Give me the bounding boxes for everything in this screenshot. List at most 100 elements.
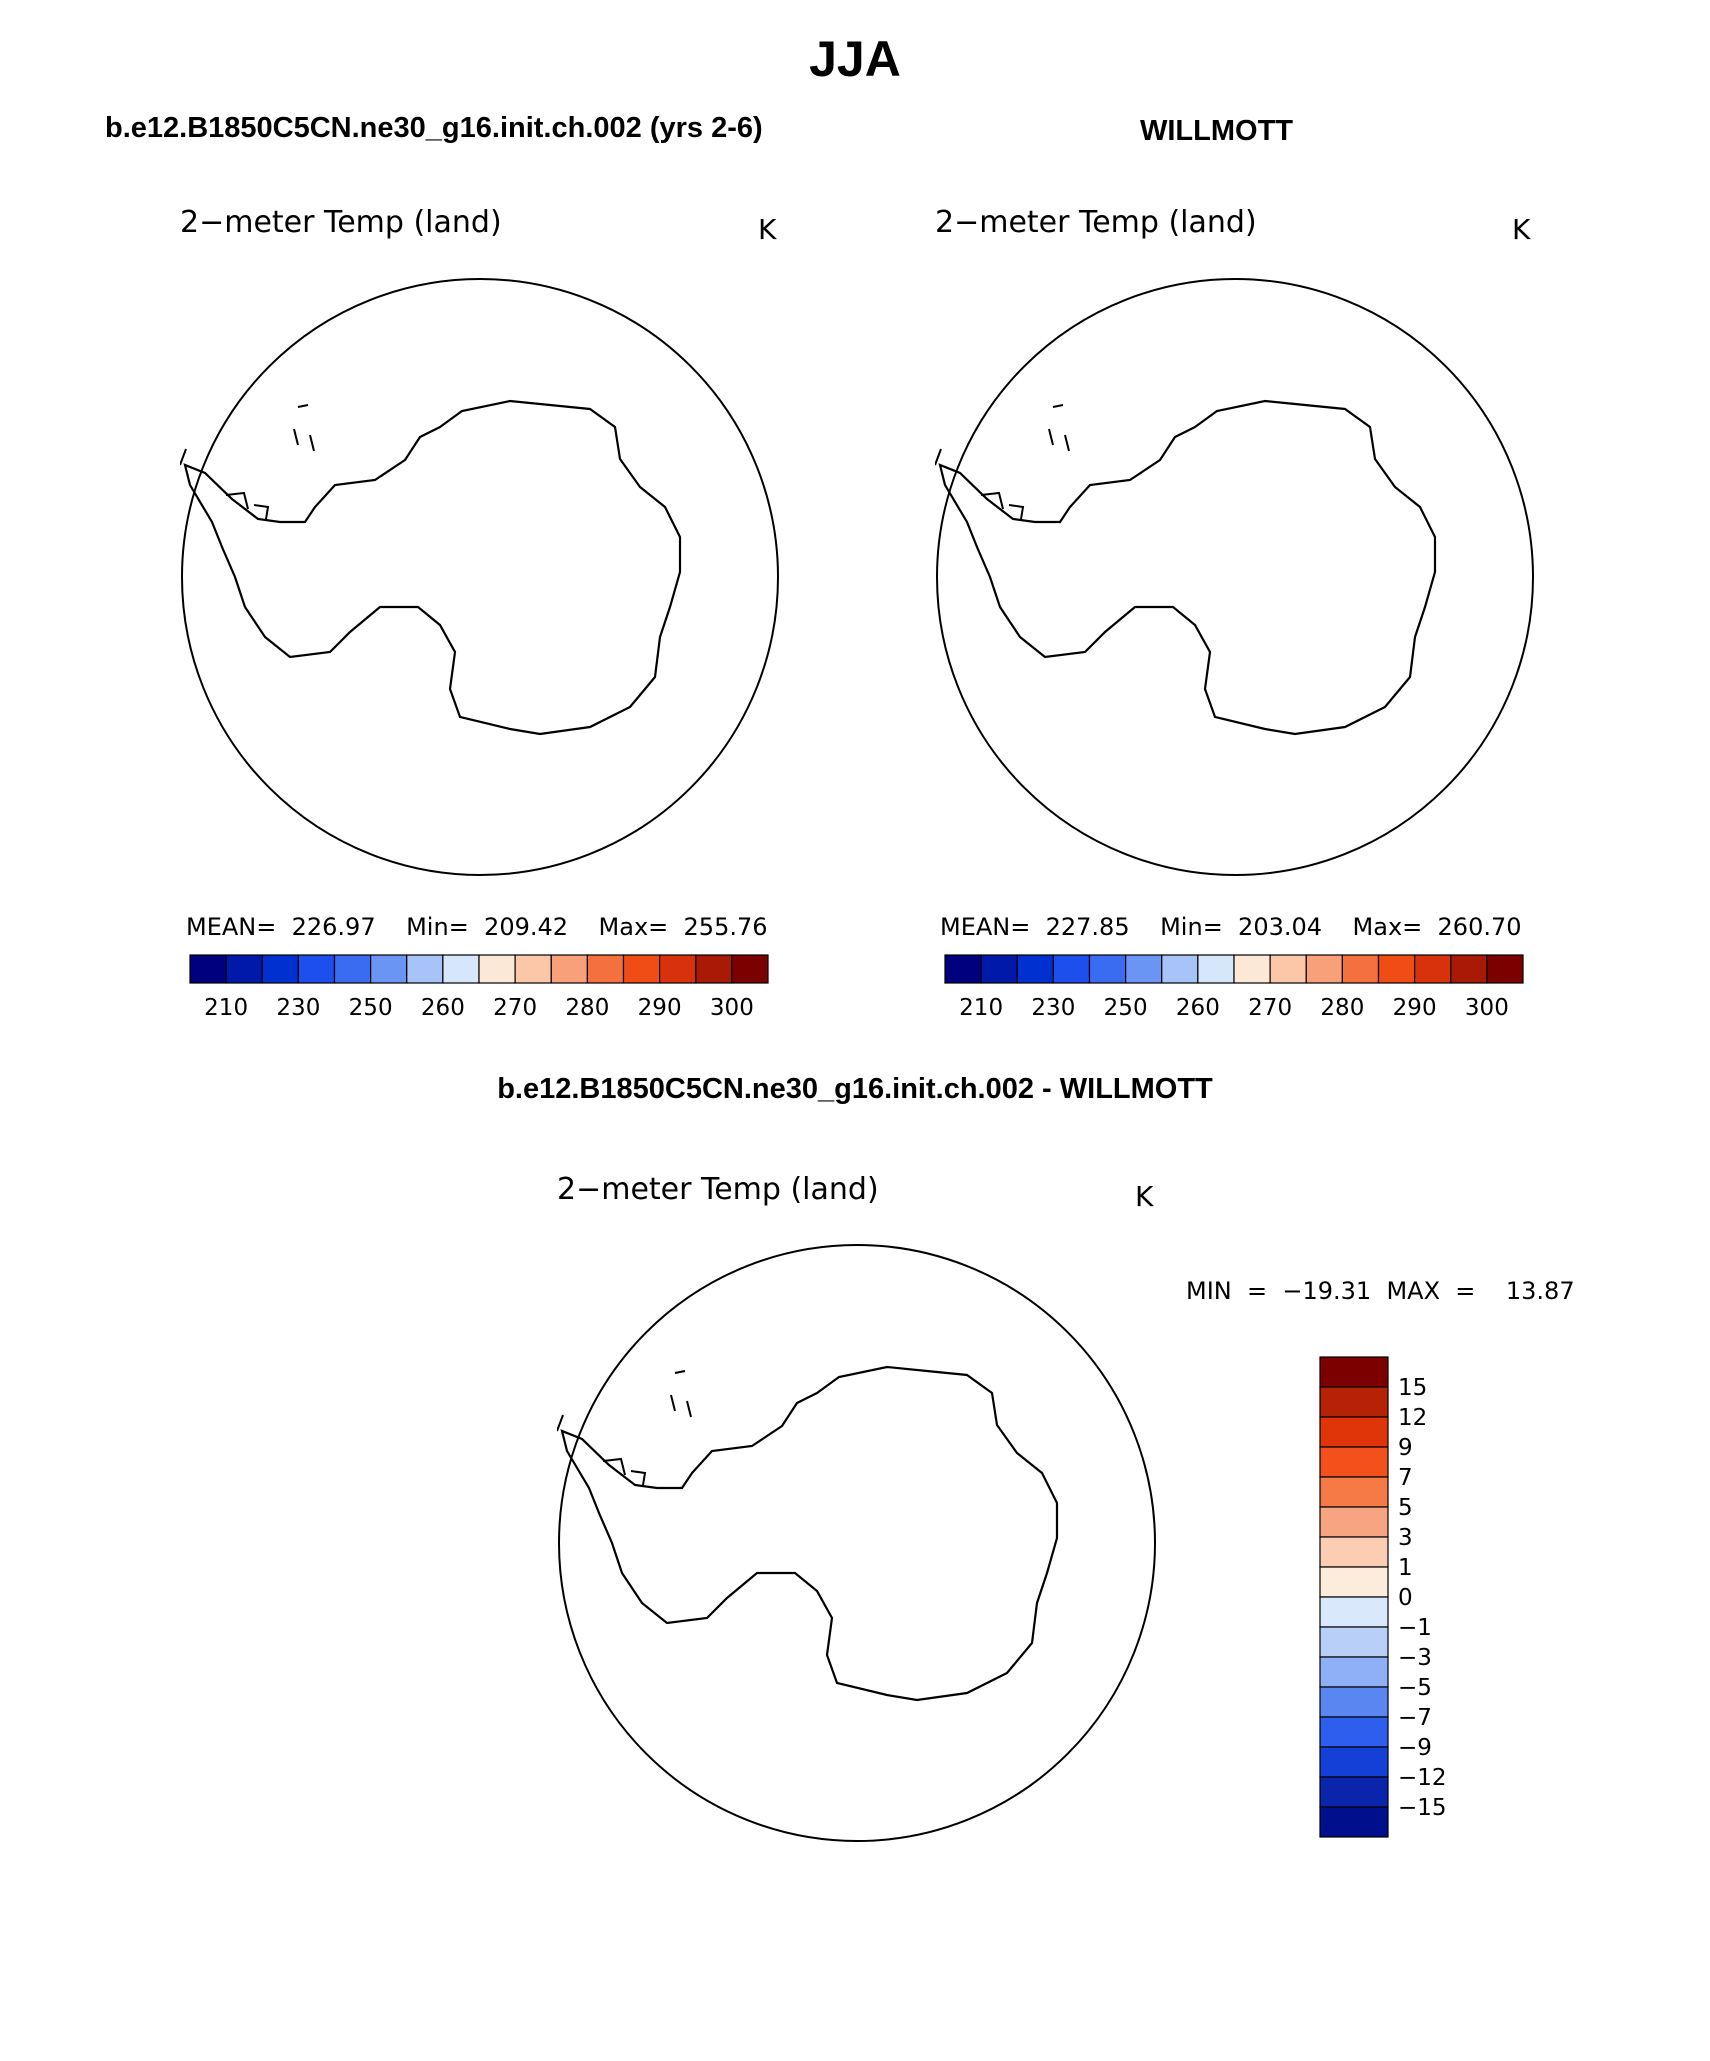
model-colorbar-swatch bbox=[586, 954, 625, 984]
model-colorbar-swatch bbox=[261, 954, 299, 984]
diff-colorbar-tick-label: −5 bbox=[1398, 1675, 1432, 1701]
model-colorbar-swatch bbox=[297, 954, 336, 984]
diff-colorbar-swatch bbox=[1319, 1416, 1389, 1448]
model-colorbar-swatch bbox=[442, 954, 480, 984]
obs-title: WILLMOTT bbox=[1140, 115, 1294, 147]
diff-colorbar-swatch bbox=[1319, 1656, 1389, 1688]
model-colorbar-swatch bbox=[550, 954, 588, 984]
diff-colorbar-swatch bbox=[1319, 1626, 1389, 1658]
diff-colorbar: 15 12 9 7 5 3 1 0 −1 −3 −5 −7 −9 −12 −15 bbox=[1319, 1356, 1447, 1838]
obs-colorbar-swatch bbox=[1016, 954, 1054, 984]
diff-colorbar-tick-label: 12 bbox=[1398, 1405, 1427, 1431]
model-colorbar-tick-label: 250 bbox=[349, 995, 393, 1021]
diff-colorbar-tick-label: 9 bbox=[1398, 1435, 1413, 1461]
diff-colorbar-tick-label: −15 bbox=[1398, 1795, 1447, 1821]
obs-colorbar-swatch bbox=[1305, 954, 1343, 984]
model-colorbar-tick-label: 300 bbox=[710, 995, 754, 1021]
obs-colorbar-tick-label: 300 bbox=[1465, 995, 1509, 1021]
diff-units: K bbox=[1135, 1180, 1154, 1213]
diff-colorbar-swatch bbox=[1319, 1476, 1389, 1508]
diff-colorbar-tick-label: 1 bbox=[1398, 1555, 1413, 1581]
model-colorbar-swatch bbox=[731, 954, 769, 984]
model-plot-title: 2−meter Temp (land) bbox=[180, 205, 502, 240]
diff-colorbar-swatch bbox=[1319, 1506, 1389, 1538]
diff-colorbar-swatch bbox=[1319, 1566, 1389, 1598]
obs-colorbar-swatch bbox=[1486, 954, 1524, 984]
model-colorbar-swatch bbox=[514, 954, 552, 984]
diff-colorbar-swatch bbox=[1319, 1776, 1389, 1808]
model-colorbar-swatch bbox=[225, 954, 263, 984]
model-colorbar-swatch bbox=[659, 954, 697, 984]
model-colorbar-tick-label: 290 bbox=[638, 995, 682, 1021]
obs-colorbar-swatch bbox=[1450, 954, 1488, 984]
model-stats: MEAN= 226.97 Min= 209.42 Max= 255.76 bbox=[186, 913, 768, 941]
diff-colorbar-tick-label: −12 bbox=[1398, 1765, 1447, 1791]
diff-colorbar-swatch bbox=[1319, 1596, 1389, 1628]
diff-map-boundary bbox=[558, 1244, 1156, 1842]
model-colorbar-swatch bbox=[406, 954, 444, 984]
diff-colorbar-tick-label: −9 bbox=[1398, 1735, 1432, 1761]
obs-colorbar-tick-label: 230 bbox=[1031, 995, 1075, 1021]
obs-units: K bbox=[1512, 213, 1531, 246]
model-colorbar: 210 230 250 260 270 280 290 300 bbox=[189, 954, 769, 1021]
diff-colorbar-swatch bbox=[1319, 1686, 1389, 1718]
obs-colorbar-swatch bbox=[1233, 954, 1271, 984]
model-colorbar-tick-label: 260 bbox=[421, 995, 465, 1021]
model-colorbar-swatch bbox=[370, 954, 408, 984]
obs-colorbar-tick-label: 280 bbox=[1320, 995, 1364, 1021]
obs-colorbar-swatch bbox=[980, 954, 1018, 984]
diff-colorbar-swatch bbox=[1319, 1386, 1389, 1418]
model-colorbar-swatch bbox=[189, 954, 227, 984]
diff-title: b.e12.B1850C5CN.ne30_g16.init.ch.002 - W… bbox=[497, 1073, 1213, 1105]
obs-colorbar-tick-label: 260 bbox=[1176, 995, 1220, 1021]
diff-colorbar-tick-label: 15 bbox=[1398, 1375, 1427, 1401]
diff-colorbar-tick-label: −7 bbox=[1398, 1705, 1432, 1731]
case-title: b.e12.B1850C5CN.ne30_g16.init.ch.002 (yr… bbox=[105, 112, 763, 144]
diff-colorbar-tick-label: 5 bbox=[1398, 1495, 1413, 1521]
diff-plot-title: 2−meter Temp (land) bbox=[557, 1172, 879, 1207]
obs-colorbar-swatch bbox=[944, 954, 982, 984]
diff-colorbar-swatch bbox=[1319, 1536, 1389, 1568]
model-map bbox=[180, 278, 779, 876]
model-colorbar-swatch bbox=[695, 954, 733, 984]
diff-colorbar-swatch bbox=[1319, 1356, 1389, 1388]
model-colorbar-tick-label: 230 bbox=[276, 995, 320, 1021]
diff-colorbar-tick-label: 0 bbox=[1398, 1585, 1413, 1611]
obs-colorbar-swatch bbox=[1125, 954, 1163, 984]
model-colorbar-tick-label: 210 bbox=[204, 995, 248, 1021]
obs-colorbar-swatch bbox=[1161, 954, 1199, 984]
diff-colorbar-tick-label: 3 bbox=[1398, 1525, 1413, 1551]
model-colorbar-swatch bbox=[478, 954, 516, 984]
diff-colorbar-tick-label: −3 bbox=[1398, 1645, 1432, 1671]
obs-colorbar-swatch bbox=[1414, 954, 1452, 984]
diff-map bbox=[557, 1244, 1156, 1842]
diff-colorbar-swatch bbox=[1319, 1746, 1389, 1778]
model-units: K bbox=[758, 213, 777, 246]
obs-colorbar-swatch bbox=[1052, 954, 1091, 984]
diff-colorbar-swatch bbox=[1319, 1446, 1389, 1478]
model-colorbar-tick-label: 270 bbox=[493, 995, 537, 1021]
obs-colorbar-tick-label: 290 bbox=[1393, 995, 1437, 1021]
obs-colorbar-swatch bbox=[1269, 954, 1307, 984]
obs-colorbar-tick-label: 250 bbox=[1104, 995, 1148, 1021]
figure-title: JJA bbox=[809, 31, 901, 87]
obs-colorbar-tick-label: 270 bbox=[1248, 995, 1292, 1021]
obs-map-boundary bbox=[936, 278, 1534, 876]
obs-stats: MEAN= 227.85 Min= 203.04 Max= 260.70 bbox=[940, 913, 1522, 941]
obs-colorbar: 210 230 250 260 270 280 290 300 bbox=[944, 954, 1524, 1021]
model-colorbar-swatch bbox=[333, 954, 372, 984]
obs-map bbox=[935, 278, 1534, 876]
obs-plot-title: 2−meter Temp (land) bbox=[935, 205, 1257, 240]
obs-colorbar-tick-label: 210 bbox=[959, 995, 1003, 1021]
obs-colorbar-swatch bbox=[1197, 954, 1235, 984]
model-colorbar-swatch bbox=[622, 954, 661, 984]
obs-colorbar-swatch bbox=[1088, 954, 1127, 984]
diff-colorbar-tick-label: 7 bbox=[1398, 1465, 1413, 1491]
diff-colorbar-tick-label: −1 bbox=[1398, 1615, 1432, 1641]
model-map-boundary bbox=[181, 278, 779, 876]
diff-stats: MIN = −19.31 MAX = 13.87 bbox=[1186, 1277, 1575, 1305]
model-colorbar-tick-label: 280 bbox=[565, 995, 609, 1021]
diff-colorbar-swatch bbox=[1319, 1716, 1389, 1748]
obs-colorbar-swatch bbox=[1341, 954, 1380, 984]
